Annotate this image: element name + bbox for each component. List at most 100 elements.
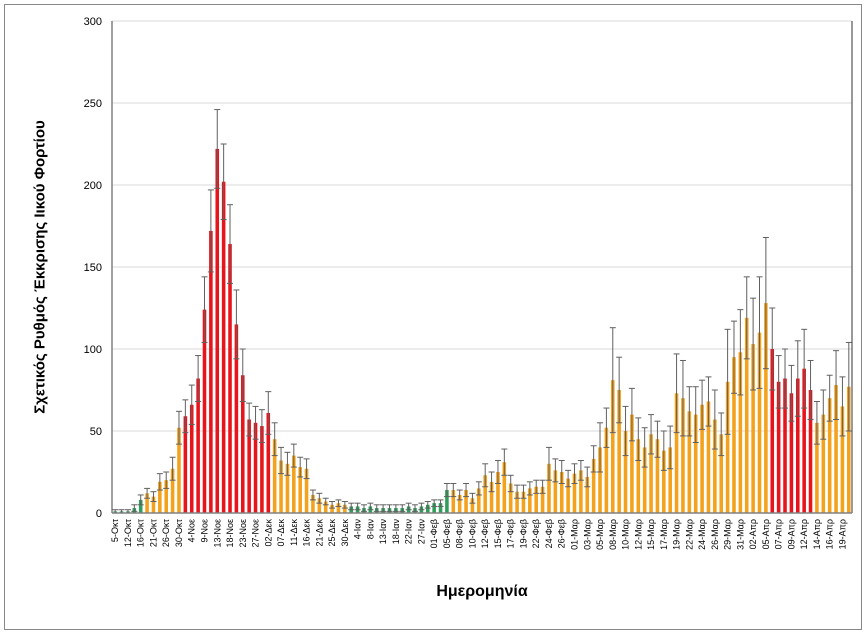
bar xyxy=(260,426,264,513)
x-tick-label: 12-Φεβ xyxy=(480,519,490,548)
bar xyxy=(311,494,315,513)
bar xyxy=(438,503,443,513)
bar xyxy=(540,486,545,513)
x-tick-label: 24-Φεβ xyxy=(544,519,554,548)
y-tick-label: 150 xyxy=(84,262,102,274)
bar xyxy=(425,504,430,513)
bar xyxy=(674,393,679,513)
bar xyxy=(840,406,845,513)
bar xyxy=(681,398,685,513)
bar xyxy=(183,416,188,513)
x-tick-label: 15-Φεβ xyxy=(493,519,503,548)
bar xyxy=(655,439,660,513)
bar xyxy=(145,493,149,513)
bar xyxy=(623,431,628,513)
bar xyxy=(228,244,232,514)
y-tick-label: 300 xyxy=(84,16,102,28)
bar xyxy=(821,414,826,513)
x-tick-label: 05-Φεβ xyxy=(442,519,452,548)
bar xyxy=(815,422,819,513)
x-axis-label: Ημερομηνία xyxy=(436,583,528,600)
bar xyxy=(649,434,653,513)
bar xyxy=(547,463,551,513)
bar xyxy=(496,472,500,513)
bar xyxy=(477,488,481,513)
bar xyxy=(464,490,468,513)
bar xyxy=(744,317,749,513)
bar xyxy=(209,230,213,514)
x-tick-label: 19-Μαρ xyxy=(672,519,682,550)
y-tick-label: 200 xyxy=(84,180,102,192)
bar xyxy=(834,385,838,513)
bar xyxy=(776,381,781,513)
x-tick-label: 26-Φεβ xyxy=(557,519,567,548)
bar xyxy=(847,386,851,513)
bar xyxy=(247,419,251,513)
bar xyxy=(266,412,271,513)
bar xyxy=(343,504,347,513)
x-tick-label: 17-Φεβ xyxy=(506,519,516,548)
x-tick-label: 17-Μαρ xyxy=(659,519,669,550)
bar xyxy=(330,504,334,513)
bar xyxy=(489,481,494,513)
bar xyxy=(591,458,596,513)
x-tick-label: 08-Φεβ xyxy=(455,519,465,548)
bar xyxy=(693,414,698,513)
bar xyxy=(451,490,456,513)
bar xyxy=(483,475,487,513)
bar xyxy=(202,309,207,513)
bar xyxy=(757,332,762,513)
x-tick-label: 19-Φεβ xyxy=(518,519,528,548)
bar xyxy=(170,468,175,513)
bar xyxy=(317,498,322,513)
bar xyxy=(515,491,519,513)
x-tick-label: 07-Απρ xyxy=(774,519,784,549)
bar xyxy=(738,352,743,513)
bar xyxy=(138,499,143,513)
bar xyxy=(502,462,507,513)
bar xyxy=(662,450,666,513)
bar xyxy=(636,439,641,513)
bar xyxy=(215,148,220,514)
x-tick-label: 22-Φεβ xyxy=(531,519,541,548)
x-tick-label: 07-Δεκ xyxy=(276,519,286,547)
bar xyxy=(445,490,449,513)
x-tick-label: 02-Δεκ xyxy=(263,519,273,547)
bar xyxy=(292,455,296,513)
x-tick-label: 16-Απρ xyxy=(825,519,835,549)
x-tick-label: 26-Μαρ xyxy=(710,519,720,550)
bar xyxy=(559,472,564,513)
bar xyxy=(521,491,526,513)
bar xyxy=(751,344,755,513)
bar xyxy=(298,467,302,513)
bar xyxy=(770,349,775,513)
bar xyxy=(553,470,558,513)
y-tick-label: 250 xyxy=(84,98,102,110)
x-tick-label: 27-Ιαν xyxy=(416,519,426,545)
x-tick-label: 19-Απρ xyxy=(837,519,847,549)
bar xyxy=(706,401,711,513)
bar xyxy=(610,380,615,513)
x-tick-label: 13-Νοε xyxy=(212,519,222,548)
x-tick-label: 05-Μαρ xyxy=(595,519,605,550)
x-tick-label: 15-Μαρ xyxy=(646,519,656,550)
x-tick-label: 30-Δεκ xyxy=(340,519,350,547)
x-tick-label: 21-Οκτ xyxy=(148,519,158,548)
bar xyxy=(687,411,692,513)
bar xyxy=(457,494,462,513)
chart-frame xyxy=(4,4,862,630)
bar xyxy=(432,503,436,513)
x-tick-label: 23-Νοε xyxy=(238,519,248,548)
x-tick-label: 02-Απρ xyxy=(748,519,758,549)
bar xyxy=(158,481,162,513)
x-tick-label: 01-Φεβ xyxy=(429,519,439,548)
x-tick-label: 16-Οκτ xyxy=(136,519,146,548)
x-tick-label: 01-Μαρ xyxy=(570,519,580,550)
bar xyxy=(572,473,577,513)
bar xyxy=(272,439,277,513)
bar xyxy=(566,478,570,513)
y-tick-label: 50 xyxy=(90,426,102,438)
bar xyxy=(285,463,290,513)
bar xyxy=(789,393,794,513)
